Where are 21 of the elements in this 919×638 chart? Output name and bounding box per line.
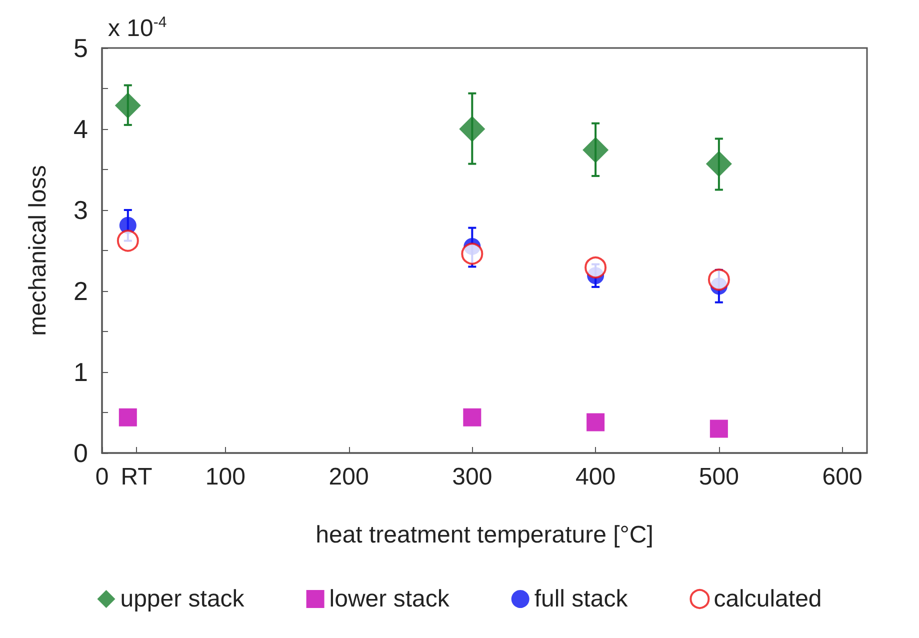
x-tick-label: 300 [452,464,492,490]
text: x 10$^{-4}$ [108,14,167,43]
legend-label: full stack [534,586,629,612]
x-tick-label: 400 [576,464,616,490]
y-tick-label: 3 [74,195,88,225]
legend-label: lower stack [329,586,450,612]
y-tick-label: 4 [74,114,88,144]
legend-label: calculated [714,586,822,612]
y-axis-title: mechanical loss [24,165,52,336]
x-axis-title: heat treatment temperature [°C] [316,522,654,548]
x-tick-label: 600 [822,464,862,490]
x-tick-label: 100 [205,464,246,490]
y-tick-label: 2 [74,276,88,306]
x-tick-label: 200 [328,464,369,490]
y-tick-label: 5 [74,33,88,63]
x-tick-label: 500 [698,464,739,490]
x-tick-label: 0 [95,464,109,490]
y-tick-label: 0 [74,438,88,468]
x-tick-label: RT [120,464,153,490]
legend-label: upper stack [120,586,246,612]
y-tick-label: 1 [74,357,88,387]
